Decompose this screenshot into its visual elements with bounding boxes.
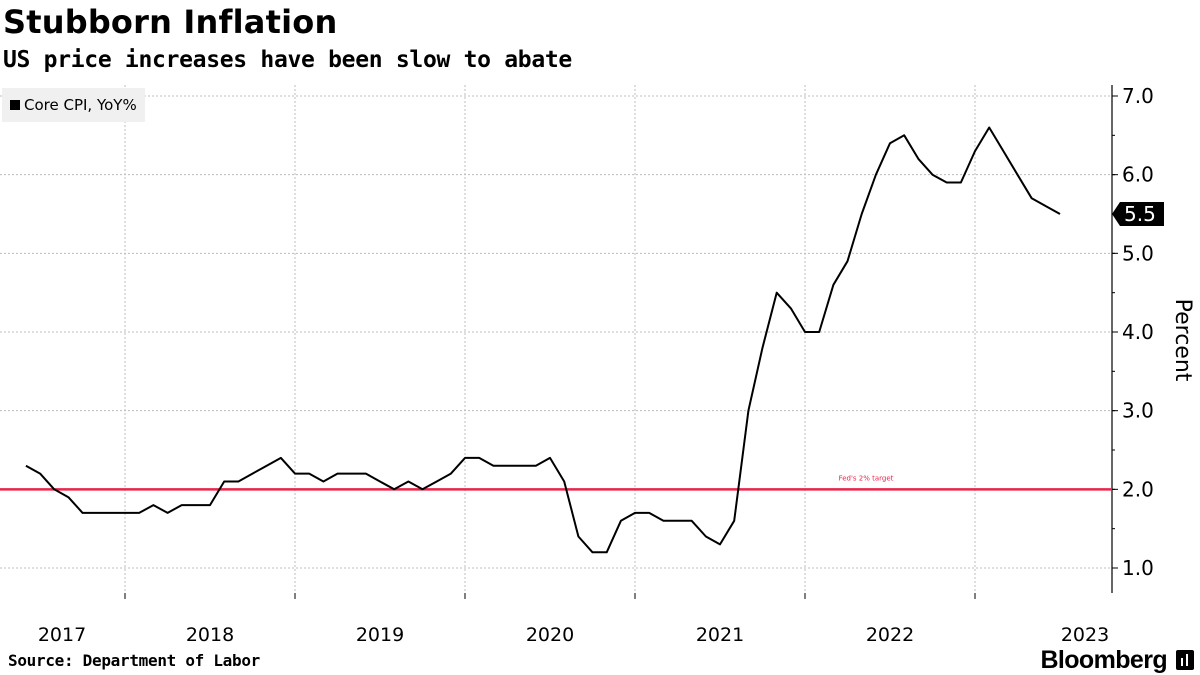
last-value-label: 5.5 — [1124, 202, 1156, 226]
x-tick-label: 2017 — [38, 624, 86, 646]
chart-subtitle: US price increases have been slow to aba… — [3, 47, 572, 73]
legend-swatch — [10, 100, 20, 110]
x-tick-label: 2021 — [696, 624, 744, 646]
x-axis: 2017 2018 2019 2020 2021 2022 2023 — [38, 593, 1109, 646]
x-tick-label: 2018 — [186, 624, 234, 646]
grid-lines — [0, 85, 1112, 593]
bloomberg-chart-icon — [1176, 650, 1194, 670]
target-line-group: Fed's 2% target — [0, 474, 1112, 491]
y-tick-label: 5.0 — [1122, 241, 1154, 265]
chart-title: Stubborn Inflation — [3, 3, 338, 41]
y-tick-label: 3.0 — [1122, 399, 1154, 423]
y-tick-label: 1.0 — [1122, 556, 1154, 580]
y-tick-label: 2.0 — [1122, 477, 1154, 501]
x-tick-label: 2022 — [866, 624, 914, 646]
y-tick-label: 4.0 — [1122, 320, 1154, 344]
series-line-core-cpi — [25, 126, 1061, 554]
x-tick-label: 2019 — [356, 624, 404, 646]
legend-label: Core CPI, YoY% — [24, 96, 137, 114]
y-axis: 1.0 2.0 3.0 4.0 5.0 6.0 7.0 Percent — [1111, 84, 1195, 593]
last-value-badge — [1112, 202, 1164, 226]
x-tick-label: 2023 — [1061, 624, 1109, 646]
last-value-group: 5.5 — [1112, 202, 1164, 226]
source-note: Source: Department of Labor — [8, 651, 260, 670]
legend: Core CPI, YoY% — [2, 88, 145, 122]
bloomberg-logo: Bloomberg — [1040, 646, 1167, 674]
y-axis-title: Percent — [1170, 299, 1195, 382]
target-annotation: Fed's 2% target — [839, 474, 894, 482]
y-tick-label: 7.0 — [1122, 84, 1154, 108]
x-tick-label: 2020 — [526, 624, 574, 646]
y-tick-label: 6.0 — [1122, 163, 1154, 187]
series-group — [25, 126, 1061, 554]
